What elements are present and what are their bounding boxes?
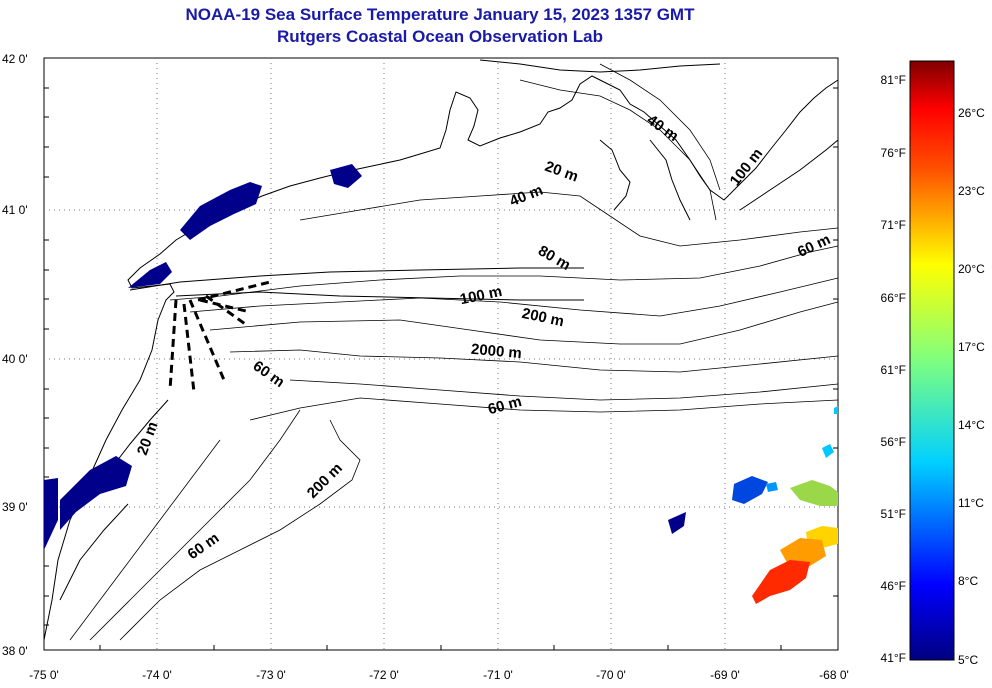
lat-label: 40 0' (2, 352, 28, 366)
latitude-labels: 42 0' 41 0' 40 0' 39 0' 38 0' (2, 52, 28, 658)
colorbar-f-label: 81°F (881, 73, 906, 87)
lon-label: -72 0' (369, 668, 399, 682)
lat-label: 38 0' (2, 644, 28, 658)
colorbar-f-label: 76°F (881, 146, 906, 160)
colorbar-c-label: 20°C (958, 262, 985, 276)
colorbar-f-label: 61°F (881, 363, 906, 377)
lon-label: -70 0' (596, 668, 626, 682)
colorbar-c-label: 11°C (958, 496, 984, 510)
colorbar-c-label: 14°C (958, 418, 985, 432)
colorbar-c-label: 17°C (958, 340, 985, 354)
lon-label: -68 0' (819, 668, 849, 682)
lon-label: -69 0' (710, 668, 740, 682)
lat-label: 42 0' (2, 52, 28, 66)
map-frame (43, 57, 839, 651)
colorbar-c-label: 5°C (958, 653, 978, 667)
map-title: NOAA-19 Sea Surface Temperature January … (185, 5, 695, 24)
contour-depth-label: 2000 m (470, 341, 522, 362)
graticule (44, 58, 838, 650)
lon-label: -71 0' (483, 668, 513, 682)
lat-label: 41 0' (2, 203, 28, 217)
colorbar-celsius-labels: 26°C 23°C 20°C 17°C 14°C 11°C 8°C 5°C (958, 106, 985, 667)
colorbar-f-label: 66°F (881, 291, 906, 305)
lon-label: -75 0' (29, 668, 59, 682)
colorbar-f-label: 46°F (881, 579, 906, 593)
longitude-labels: -75 0' -74 0' -73 0' -72 0' -71 0' -70 0… (29, 668, 849, 682)
lon-label: -73 0' (256, 668, 286, 682)
colorbar-c-label: 26°C (958, 106, 985, 120)
colorbar-f-label: 51°F (881, 507, 906, 521)
lat-label: 39 0' (2, 500, 28, 514)
bathymetry-contours (69, 63, 839, 641)
colorbar-f-label: 71°F (881, 218, 906, 232)
colorbar-f-label: 41°F (881, 651, 906, 665)
map-subtitle: Rutgers Coastal Ocean Observation Lab (277, 27, 603, 46)
shipping-lanes (168, 280, 271, 393)
lon-label: -74 0' (142, 668, 172, 682)
colorbar-fahrenheit-labels: 81°F 76°F 71°F 66°F 61°F 56°F 51°F 46°F … (881, 73, 906, 665)
colorbar-c-label: 8°C (958, 574, 978, 588)
colorbar-c-label: 23°C (958, 184, 985, 198)
sst-cloud-free-patches (44, 164, 838, 604)
colorbar (909, 60, 955, 661)
colorbar-f-label: 56°F (881, 435, 906, 449)
